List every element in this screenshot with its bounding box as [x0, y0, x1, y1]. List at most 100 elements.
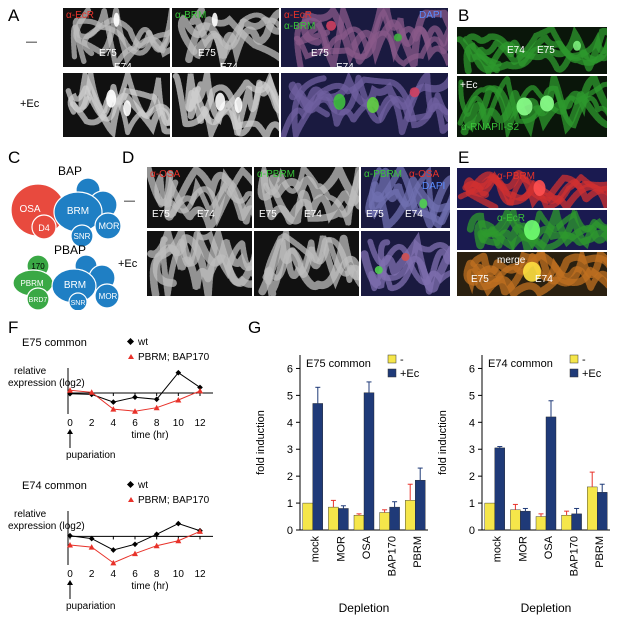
x-tick-label: 12: [194, 569, 206, 580]
label-g: G: [248, 318, 262, 337]
puff-band: [326, 20, 337, 31]
panel-g-e75-bar-chart: 0 1 2 3 4 5 6 fold induction E75 common - +Ec mock M…: [255, 354, 428, 615]
bar-pbrm-ec: [414, 479, 426, 531]
y-tick-label: 0: [469, 525, 475, 537]
mut-point: [88, 544, 95, 550]
chromosome-strand: [264, 231, 359, 296]
pbap-title: PBAP: [54, 243, 86, 257]
x-tick-label: 12: [194, 418, 206, 429]
osa-label: OSA: [19, 204, 40, 215]
legend-label: +Ec: [400, 368, 420, 380]
legend-mut: PBRM; BAP170: [138, 352, 210, 363]
e74-label: E74: [507, 45, 525, 56]
chromosome-strand: [164, 167, 252, 222]
legend-swatch: [569, 368, 579, 378]
chart-title: E74 common: [22, 480, 87, 492]
y-tick-label: 5: [469, 390, 475, 402]
panel-e-merge: merge E75 E74: [457, 252, 607, 296]
y-axis-label: fold induction: [437, 410, 449, 475]
category-label: OSA: [543, 535, 555, 559]
bar-mor-ec: [338, 508, 349, 531]
panel-a-ecr-minus: α-EcR E75: [63, 8, 170, 67]
chromosome-strand: [466, 252, 607, 296]
y-axis-label: expression (log2): [8, 521, 85, 532]
panel-a-row-ec: +Ec: [20, 98, 40, 110]
y-tick-label: 4: [287, 417, 293, 429]
puff-band: [234, 97, 243, 113]
category-label: mock: [310, 536, 322, 563]
panel-f-e74-chart: E74 common wt PBRM; BAP170 relativeexpressi…: [8, 480, 213, 612]
chromosome-strand: [466, 212, 607, 250]
chromosome-strand: [189, 8, 279, 67]
mor-label: MOR: [99, 292, 118, 301]
e74-label: E74: [114, 62, 132, 73]
panel-d-merge-ec: [361, 231, 450, 296]
panel-c-complex-diagram: BAP OSA D4 BRM SNR MOR PBAP 170 PBRM BRD…: [10, 164, 122, 310]
chromosome-image: [466, 210, 607, 250]
e74-label: E74: [197, 209, 215, 220]
y-tick-label: 3: [469, 444, 475, 456]
category-label: mock: [492, 536, 504, 563]
mut-point: [110, 559, 117, 566]
bar-bap170-minus: [379, 512, 390, 531]
e75-label: E75: [366, 209, 384, 220]
x-tick-label: 10: [173, 418, 185, 429]
x-tick-label: 4: [111, 569, 117, 580]
bar-osa-ec: [363, 392, 375, 531]
snr-subunit: [70, 224, 94, 248]
chromosome-image: [177, 8, 279, 67]
chromosome-image: [70, 8, 170, 67]
e74-label: E74: [535, 274, 553, 285]
e75-label: E75: [537, 45, 555, 56]
chromosome-image: [257, 167, 359, 228]
panel-d-osa-minus: α-OSA E75 E74: [147, 167, 252, 228]
panel-d-pbrm-minus: α-PBRM E75 E74: [254, 167, 359, 228]
mut-point: [88, 389, 95, 395]
category-label: BAP170: [569, 536, 581, 576]
puff-band: [573, 40, 581, 51]
bar-pbrm-ec: [596, 492, 608, 531]
pupariation-label: pupariation: [66, 601, 115, 612]
chromosome-image: [365, 167, 450, 228]
x-tick-label: 4: [111, 418, 117, 429]
chromosome-image: [361, 231, 450, 296]
e75-label: E75: [99, 48, 117, 59]
brd7-label: BRD7: [29, 297, 48, 304]
panel-a-ch3b: α-BRM: [284, 21, 316, 32]
bar-mor-ec: [520, 510, 531, 531]
mut-point: [67, 542, 73, 548]
chromosome-strand: [476, 27, 607, 67]
mut-point: [132, 550, 138, 557]
snr-subunit: [68, 292, 88, 310]
mut-point: [175, 537, 182, 544]
wt-point: [132, 394, 138, 401]
brm-label: BRM: [64, 280, 86, 291]
panel-d-ch3c: DAPI: [422, 181, 446, 192]
bar-bap170-ec: [389, 506, 400, 531]
bap170-label: 170: [31, 262, 45, 271]
chromosome-strand: [258, 237, 359, 296]
puff-band: [523, 261, 541, 282]
bap-title: BAP: [58, 164, 82, 178]
e75-label: E75: [198, 48, 216, 59]
wt-point: [175, 520, 182, 527]
chromosome-strand: [186, 73, 279, 137]
chromosome-image: [258, 231, 359, 296]
chromosome-image: [172, 73, 279, 137]
chromosome-image: [281, 73, 448, 137]
chromosome-strand: [458, 76, 607, 129]
legend-label: -: [400, 354, 404, 366]
x-tick-label: 8: [154, 569, 160, 580]
label-b: B: [458, 6, 470, 25]
chromosome-strand: [294, 8, 448, 67]
bar-mor-minus: [510, 509, 521, 531]
chromosome-strand: [262, 239, 359, 288]
chromosome-image: [463, 252, 607, 296]
mut-point: [197, 528, 203, 534]
chromosome-strand: [70, 8, 170, 67]
category-label: PBRM: [594, 536, 606, 568]
panel-d-ch3a: α-PBRM: [364, 169, 403, 180]
mut-point: [67, 387, 73, 393]
y-tick-label: 1: [469, 498, 475, 510]
x-tick-label: 0: [67, 418, 73, 429]
